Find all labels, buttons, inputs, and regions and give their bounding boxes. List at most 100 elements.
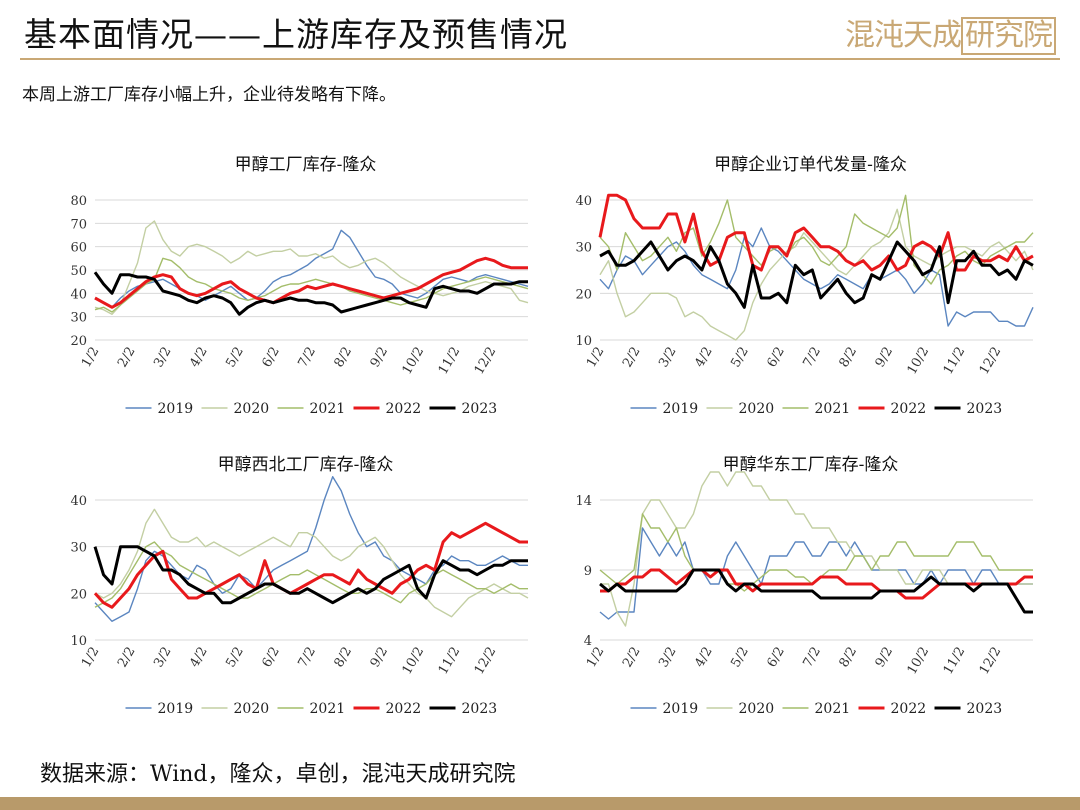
data-source: 数据来源：Wind，隆众，卓创，混沌天成研究院 xyxy=(40,762,516,787)
y-tick-label: 30 xyxy=(575,241,592,256)
series-line-2022 xyxy=(598,193,1034,272)
y-tick-label: 80 xyxy=(70,194,87,209)
x-tick-label: 3/2 xyxy=(151,645,174,671)
x-tick-label: 5/2 xyxy=(223,645,246,671)
y-tick-label: 30 xyxy=(70,541,87,556)
series-line-2023 xyxy=(599,240,1034,309)
series-line-2021 xyxy=(94,541,528,608)
x-tick-label: 10/2 xyxy=(400,645,428,678)
x-tick-label: 9/2 xyxy=(368,345,391,371)
x-tick-label: 2/2 xyxy=(115,645,138,671)
series-line-2020 xyxy=(94,220,529,316)
legend-label-2021: 2021 xyxy=(310,701,346,717)
y-tick-label: 9 xyxy=(584,564,592,579)
x-tick-label: 8/2 xyxy=(837,345,860,371)
legend-label-2020: 2020 xyxy=(739,701,775,717)
x-tick-label: 6/2 xyxy=(259,345,282,371)
x-tick-label: 6/2 xyxy=(259,645,282,671)
y-tick-label: 14 xyxy=(575,494,592,509)
x-tick-label: 12/2 xyxy=(977,345,1005,378)
y-tick-label: 30 xyxy=(70,311,87,326)
x-tick-label: 12/2 xyxy=(472,345,500,378)
chart-title: 甲醇企业订单代发量-隆众 xyxy=(714,155,907,175)
page-title: 基本面情况——上游库存及预售情况 xyxy=(24,15,568,54)
x-tick-label: 12/2 xyxy=(977,645,1005,678)
legend-label-2023: 2023 xyxy=(462,701,498,717)
series-line-2020 xyxy=(599,208,1034,341)
legend-label-2023: 2023 xyxy=(462,401,498,417)
page-subtitle: 本周上游工厂库存小幅上升，企业待发略有下降。 xyxy=(22,85,396,105)
legend-label-2019: 2019 xyxy=(663,701,699,717)
legend-label-2019: 2019 xyxy=(158,701,194,717)
legend-label-2021: 2021 xyxy=(815,701,851,717)
legend-label-2020: 2020 xyxy=(234,401,270,417)
x-tick-label: 4/2 xyxy=(187,645,210,671)
series-line-2023 xyxy=(93,545,528,605)
x-tick-label: 7/2 xyxy=(801,645,824,671)
series-line-2019 xyxy=(94,229,529,309)
x-tick-label: 5/2 xyxy=(223,345,246,371)
x-tick-label: 6/2 xyxy=(764,345,787,371)
legend-label-2022: 2022 xyxy=(386,701,422,717)
x-tick-label: 6/2 xyxy=(764,645,787,671)
x-tick-label: 5/2 xyxy=(728,345,751,371)
series-line-2023 xyxy=(599,568,1033,614)
brand-logo: 混沌天成 研究院 xyxy=(845,10,1056,55)
y-tick-label: 60 xyxy=(70,241,87,256)
y-tick-label: 70 xyxy=(70,217,87,232)
x-tick-label: 3/2 xyxy=(656,345,679,371)
x-tick-label: 4/2 xyxy=(187,345,210,371)
x-tick-label: 11/2 xyxy=(941,645,969,678)
legend-label-2021: 2021 xyxy=(310,401,346,417)
y-tick-label: 10 xyxy=(575,334,592,349)
x-tick-label: 4/2 xyxy=(692,345,715,371)
x-tick-label: 4/2 xyxy=(692,645,715,671)
x-tick-label: 8/2 xyxy=(332,345,355,371)
x-tick-label: 5/2 xyxy=(728,645,751,671)
x-tick-label: 11/2 xyxy=(436,345,464,378)
legend-label-2020: 2020 xyxy=(739,401,775,417)
header-divider xyxy=(20,58,1060,60)
x-tick-label: 2/2 xyxy=(115,345,138,371)
y-tick-label: 20 xyxy=(575,287,592,302)
x-tick-label: 9/2 xyxy=(368,645,391,671)
x-tick-label: 8/2 xyxy=(837,645,860,671)
y-tick-label: 40 xyxy=(70,494,87,509)
x-tick-label: 12/2 xyxy=(472,645,500,678)
logo-box-text: 研究院 xyxy=(961,17,1056,55)
series-line-2020 xyxy=(94,508,529,618)
x-tick-label: 9/2 xyxy=(873,345,896,371)
x-tick-label: 3/2 xyxy=(656,645,679,671)
y-tick-label: 40 xyxy=(575,194,592,209)
y-tick-label: 4 xyxy=(584,634,592,649)
chart-title: 甲醇西北工厂库存-隆众 xyxy=(218,455,394,475)
x-tick-label: 11/2 xyxy=(436,645,464,678)
y-tick-label: 50 xyxy=(70,264,87,279)
series-line-2020 xyxy=(600,471,1033,627)
x-tick-label: 7/2 xyxy=(296,345,319,371)
x-tick-label: 7/2 xyxy=(801,345,824,371)
series-line-2019 xyxy=(599,527,1033,620)
legend-label-2020: 2020 xyxy=(234,701,270,717)
x-tick-label: 10/2 xyxy=(905,645,933,678)
x-tick-label: 10/2 xyxy=(905,345,933,378)
legend-label-2022: 2022 xyxy=(386,401,422,417)
x-tick-label: 7/2 xyxy=(296,645,319,671)
x-tick-label: 8/2 xyxy=(332,645,355,671)
series-line-2023 xyxy=(93,271,528,316)
x-tick-label: 2/2 xyxy=(620,645,643,671)
legend-label-2019: 2019 xyxy=(663,401,699,417)
x-tick-label: 2/2 xyxy=(620,345,643,371)
legend-label-2022: 2022 xyxy=(891,401,927,417)
x-tick-label: 11/2 xyxy=(941,345,969,378)
x-tick-label: 9/2 xyxy=(873,645,896,671)
series-line-2021 xyxy=(94,257,529,313)
legend-label-2021: 2021 xyxy=(815,401,851,417)
x-tick-label: 3/2 xyxy=(151,345,174,371)
series-line-2021 xyxy=(599,194,1034,285)
footer-bar xyxy=(0,797,1080,810)
